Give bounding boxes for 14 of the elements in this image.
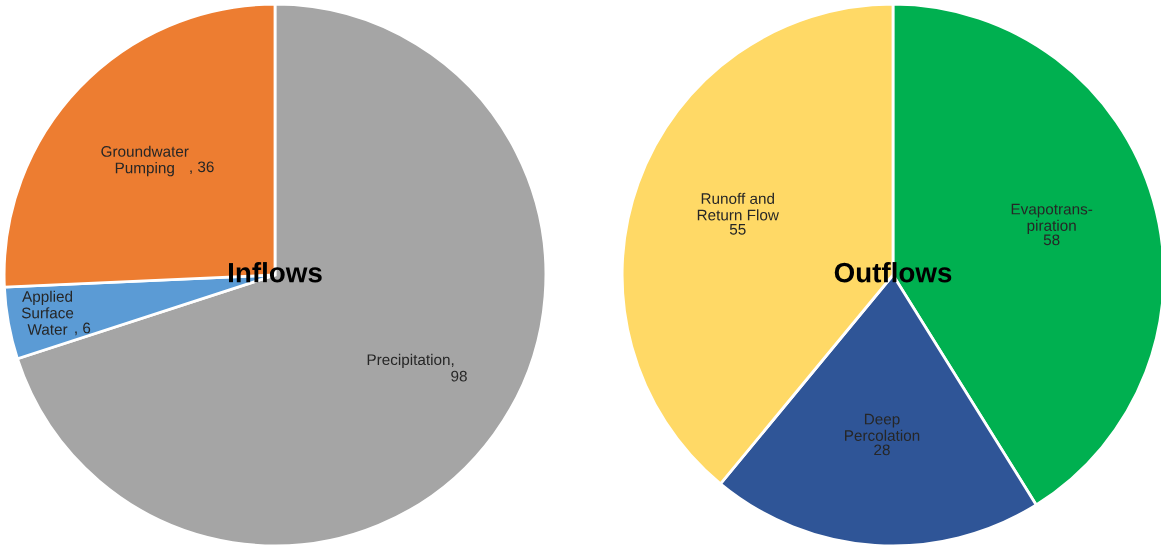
slice-label: Applied Surface Water — [21, 290, 74, 335]
text: Outflows — [834, 262, 952, 283]
data-label: , 36 — [190, 161, 214, 174]
slice-label: Precipitation — [367, 353, 450, 369]
slice-label: Groundwater Pumping — [101, 145, 189, 177]
slice-label: Runoff and Return Flow — [697, 192, 779, 221]
slice-label: Deep Percolation — [845, 413, 920, 441]
text: Inflows — [229, 262, 322, 283]
data-label: 55 — [729, 224, 746, 235]
data-label: 58 — [1043, 234, 1060, 246]
data-label: , 6 — [75, 322, 91, 336]
data-label: , 98 — [451, 363, 467, 382]
data-label: 28 — [874, 444, 890, 456]
slice-label: Evapotrans- piration — [1011, 203, 1093, 234]
